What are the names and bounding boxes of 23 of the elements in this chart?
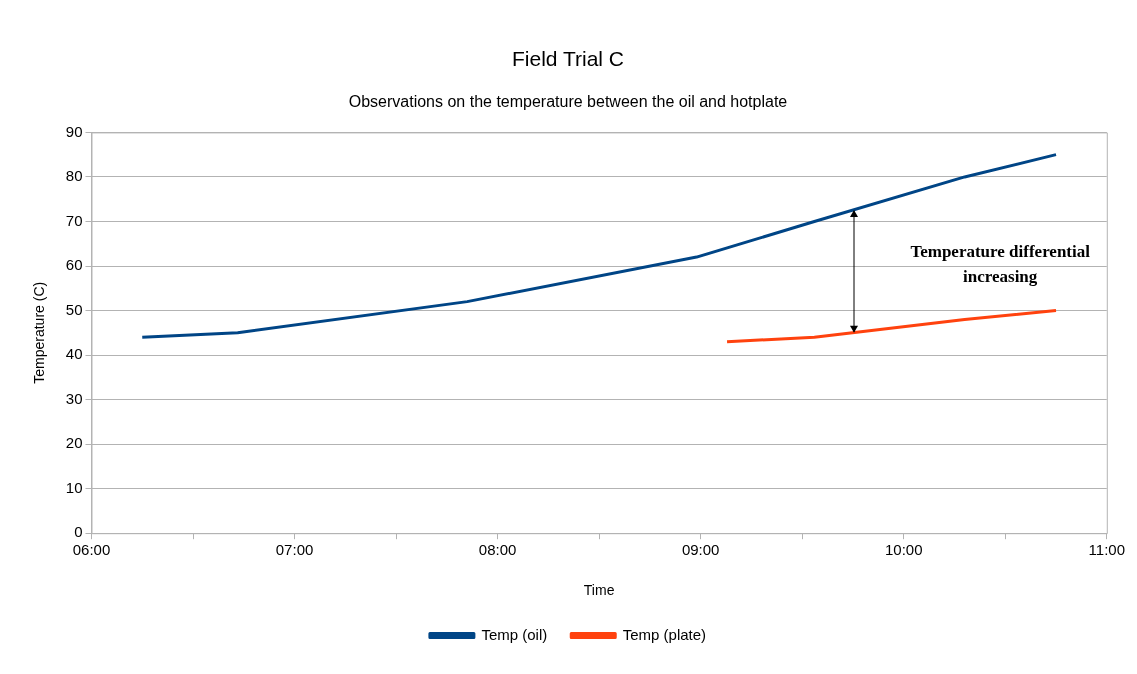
x-tick-label: 11:00: [1088, 541, 1126, 559]
y-tick-label: 50: [65, 300, 83, 318]
x-tick-label: 07:00: [275, 541, 314, 559]
legend-label: Temp (oil): [481, 625, 548, 643]
y-tick-label: 60: [65, 256, 83, 274]
y-axis-title: Temperature (C): [31, 281, 48, 384]
y-tick-label: 30: [65, 389, 83, 407]
x-axis-title: Time: [583, 582, 615, 599]
x-tick-label: 09:00: [681, 541, 720, 559]
x-tick-label: 10:00: [884, 541, 923, 559]
y-tick-label: 80: [65, 167, 83, 185]
y-tick-label: 10: [65, 478, 83, 496]
chart-subtitle: Observations on the temperature between the oil and hotplate: [348, 93, 788, 111]
y-tick-label: 40: [65, 345, 83, 363]
y-tick-label: 90: [65, 122, 83, 140]
legend-label: Temp (plate): [622, 625, 707, 643]
y-tick-label: 0: [74, 523, 83, 541]
y-tick-label: 70: [65, 211, 83, 229]
x-tick-label: 06:00: [72, 541, 111, 559]
y-tick-label: 20: [65, 434, 83, 452]
chart-title: Field Trial C: [511, 47, 625, 71]
annotation: Temperature differential increasing: [910, 241, 1091, 286]
x-tick-label: 08:00: [478, 541, 517, 559]
